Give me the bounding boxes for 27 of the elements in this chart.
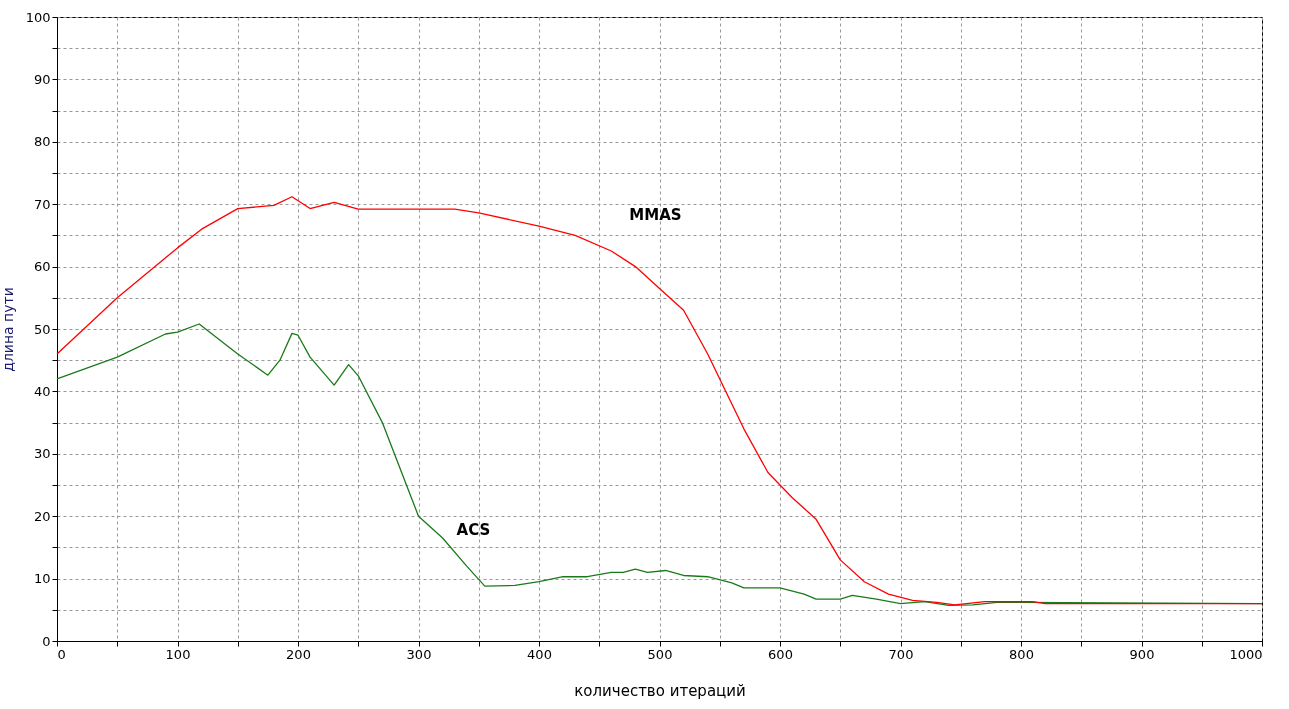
x-tick-label: 900 [1129,646,1155,662]
y-tick-label: 90 [33,71,51,87]
x-tick-label: 200 [286,646,311,662]
y-tick-label: 70 [33,196,51,212]
line-series [56,196,1263,606]
y-tick-label: 80 [33,134,51,150]
x-tick-label: 400 [527,646,552,662]
series-label: ACS [456,521,491,540]
text: MMAS [629,206,682,224]
y-tick-label: 50 [33,321,51,337]
y-tick-label: 20 [33,508,51,524]
y-tick-label: 30 [33,446,51,462]
y-tick-label: 0 [42,633,51,649]
y-tick-label: 10 [33,571,51,587]
x-tick-label: 600 [768,646,793,662]
x-tick-label: 0 [57,646,66,662]
y-axis-title: длина пути [0,287,16,372]
y-tick-label: 100 [25,9,51,25]
y-tick-label: 40 [33,383,51,399]
x-tick-label: 700 [888,646,914,662]
x-tick-label: 500 [647,646,673,662]
x-tick-label: 100 [165,646,191,662]
x-tick-label: 300 [406,646,432,662]
y-tick-label: 60 [33,259,51,275]
x-tick-label: 800 [1009,646,1034,662]
x-axis-title: количество итераций [574,681,746,700]
x-tick-label: 1000 [1229,646,1263,662]
